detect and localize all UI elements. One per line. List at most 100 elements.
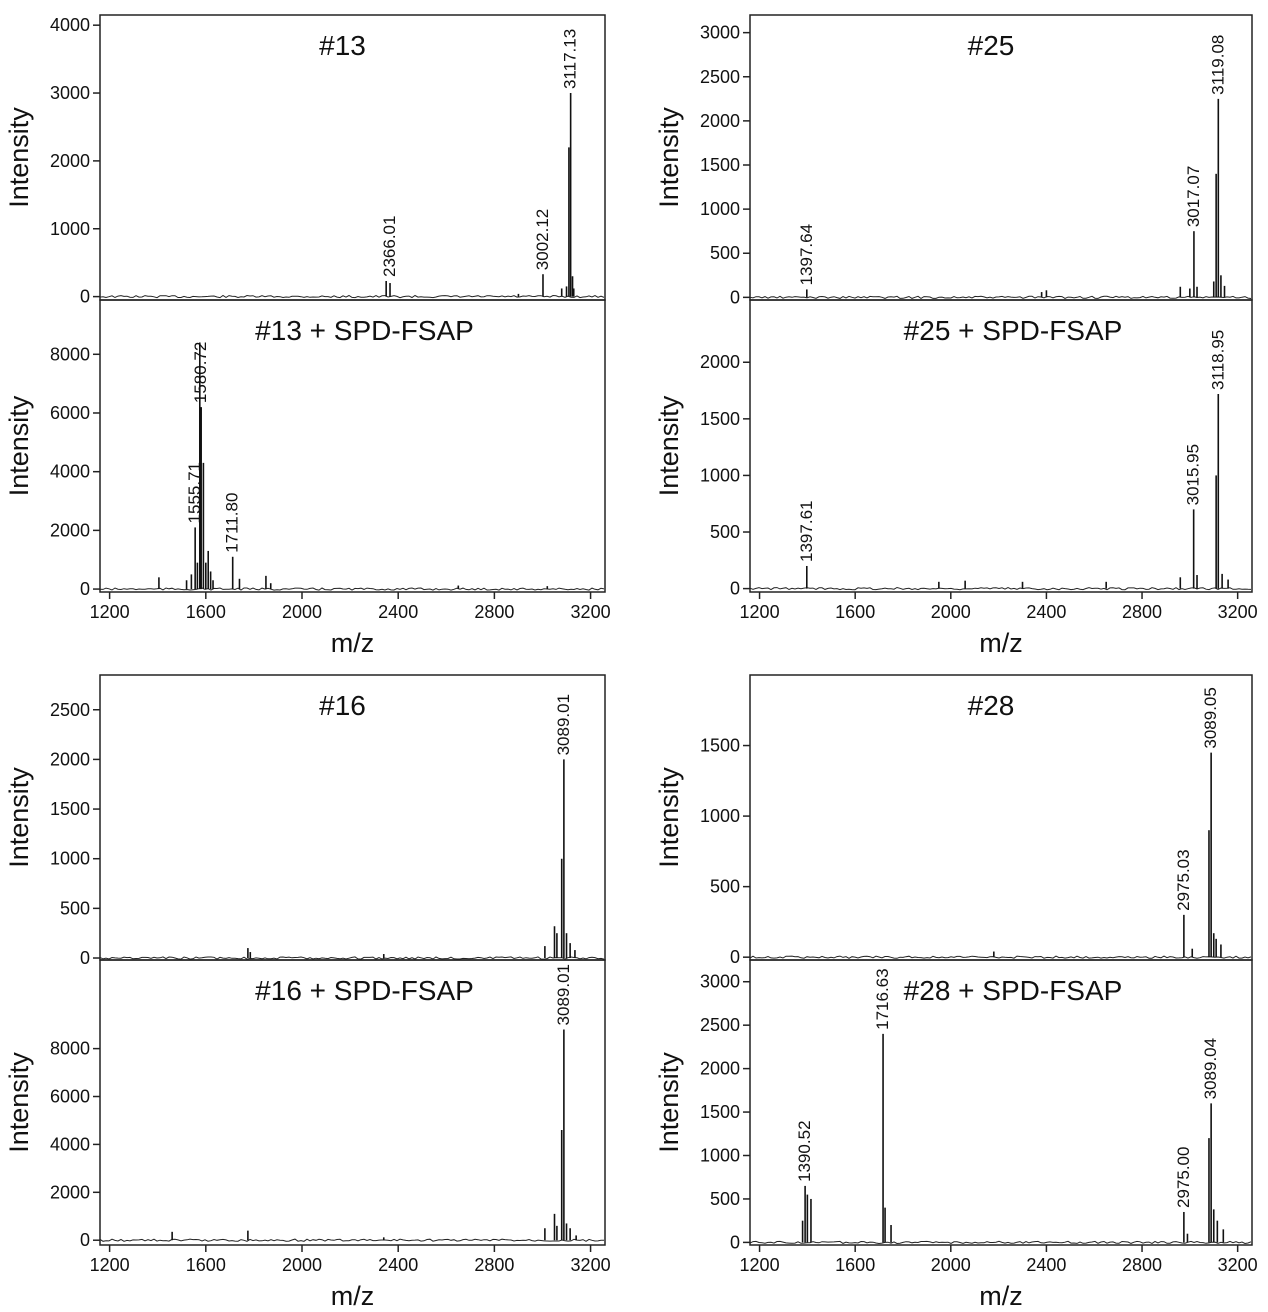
y-tick-label: 500 (710, 877, 740, 897)
y-tick-label: 2000 (700, 352, 740, 372)
panel-title: #25 + SPD-FSAP (904, 315, 1123, 346)
x-tick-label: 2000 (282, 1255, 322, 1275)
baseline-trace (749, 586, 1252, 591)
x-tick-label: 2000 (282, 602, 322, 622)
y-tick-label: 0 (730, 287, 740, 307)
x-tick-label: 2800 (1122, 602, 1162, 622)
chart-panel-3: 0 500 1000 1500 2000 2500 3000 Intensity #25 1397… (654, 14, 1253, 307)
peak-label: 1390.52 (795, 1120, 814, 1181)
baseline-trace (749, 295, 1252, 299)
baseline-trace (99, 956, 605, 960)
y-tick-label: 0 (80, 287, 90, 307)
peak-label: 2975.00 (1174, 1147, 1193, 1208)
peak-label: 2366.01 (380, 216, 399, 277)
peak-label: 3089.01 (554, 694, 573, 755)
y-axis-title: Intensity (4, 767, 34, 868)
x-axis-title: m/z (979, 628, 1023, 658)
y-tick-label: 2000 (50, 520, 90, 540)
x-tick-label: 1200 (90, 1255, 130, 1275)
y-tick-label: 0 (730, 579, 740, 599)
y-tick-label: 0 (80, 948, 90, 968)
y-tick-label: 0 (730, 947, 740, 967)
x-tick-label: 1200 (740, 602, 780, 622)
y-axis-title: Intensity (654, 767, 684, 868)
y-tick-label: 1500 (700, 409, 740, 429)
x-tick-label: 2800 (474, 1255, 514, 1275)
peak-label: 3089.04 (1201, 1038, 1220, 1099)
panel-title: #28 (968, 690, 1015, 721)
x-axis-title: m/z (979, 1281, 1023, 1311)
plot-frame (749, 299, 1253, 593)
x-tick-label: 2400 (1026, 1255, 1066, 1275)
y-tick-label: 1000 (700, 199, 740, 219)
panel-title: #25 (968, 30, 1015, 61)
x-tick-label: 2400 (378, 1255, 418, 1275)
y-axis-title: Intensity (4, 1052, 34, 1153)
peak-label: 2975.03 (1174, 849, 1193, 910)
y-tick-label: 0 (80, 1230, 90, 1250)
panel-title: #16 (319, 690, 366, 721)
y-tick-label: 0 (730, 1232, 740, 1252)
peak-label: 1397.64 (797, 224, 816, 285)
y-tick-label: 0 (80, 579, 90, 599)
x-tick-label: 1200 (740, 1255, 780, 1275)
y-tick-label: 1000 (700, 465, 740, 485)
y-tick-label: 1000 (700, 806, 740, 826)
y-tick-label: 500 (710, 522, 740, 542)
panel-title: #13 + SPD-FSAP (255, 315, 474, 346)
x-tick-label: 2400 (1026, 602, 1066, 622)
y-tick-label: 4000 (50, 462, 90, 482)
plot-frame (749, 959, 1253, 1246)
peak-label: 1711.80 (223, 493, 242, 553)
y-tick-label: 1000 (700, 1146, 740, 1166)
peak-label: 1716.63 (873, 968, 892, 1029)
peak-label: 3117.13 (561, 29, 580, 89)
plot-frame (99, 299, 606, 593)
y-axis-title: Intensity (654, 1052, 684, 1153)
x-tick-label: 2000 (931, 602, 971, 622)
y-tick-label: 1000 (50, 849, 90, 869)
x-tick-label: 3200 (571, 602, 611, 622)
peak-label: 3017.07 (1184, 166, 1203, 227)
peak-label: 1580.72 (191, 342, 210, 403)
y-axis-title: Intensity (4, 107, 34, 208)
y-tick-label: 8000 (50, 1039, 90, 1059)
y-axis-title: Intensity (654, 107, 684, 208)
chart-panel-6: 0 2000 4000 6000 8000 1200 1600 2000 2400 2800 320… (4, 959, 611, 1311)
chart-panel-2: 0 2000 4000 6000 8000 1200 1600 2000 2400 2800 320… (4, 299, 611, 658)
y-tick-label: 2000 (50, 151, 90, 171)
x-tick-label: 1200 (90, 602, 130, 622)
baseline-trace (749, 955, 1252, 960)
y-tick-label: 1000 (50, 219, 90, 239)
x-tick-label: 2000 (931, 1255, 971, 1275)
chart-panel-5: 0 500 1000 1500 2000 2500 Intensity #16 3089.01 (4, 674, 606, 968)
x-tick-label: 3200 (1218, 602, 1258, 622)
y-tick-label: 3000 (50, 83, 90, 103)
y-tick-label: 4000 (50, 15, 90, 35)
y-tick-label: 4000 (50, 1134, 90, 1154)
chart-panel-1: 0 1000 2000 3000 4000 Intensity #13 2366.01 3002… (4, 14, 606, 307)
x-tick-label: 1600 (186, 1255, 226, 1275)
plot-frame (99, 959, 606, 1246)
peak-label: 3118.95 (1208, 330, 1227, 390)
peak-label: 3089.05 (1201, 687, 1220, 748)
panel-title: #16 + SPD-FSAP (255, 975, 474, 1006)
y-axis-title: Intensity (4, 395, 34, 496)
x-tick-label: 3200 (571, 1255, 611, 1275)
y-tick-label: 1500 (700, 1102, 740, 1122)
baseline-trace (99, 1238, 604, 1242)
y-axis-title: Intensity (654, 395, 684, 496)
y-tick-label: 1500 (700, 155, 740, 175)
panel-title: #28 + SPD-FSAP (904, 975, 1123, 1006)
y-tick-label: 2500 (700, 1015, 740, 1035)
x-axis-title: m/z (331, 628, 375, 658)
x-tick-label: 2800 (1122, 1255, 1162, 1275)
x-tick-label: 2800 (474, 602, 514, 622)
y-tick-label: 500 (710, 243, 740, 263)
panel-title: #13 (319, 30, 366, 61)
y-tick-label: 2000 (700, 1059, 740, 1079)
y-tick-label: 2000 (50, 749, 90, 769)
peak-label: 1397.61 (797, 501, 816, 562)
y-tick-label: 500 (710, 1189, 740, 1209)
